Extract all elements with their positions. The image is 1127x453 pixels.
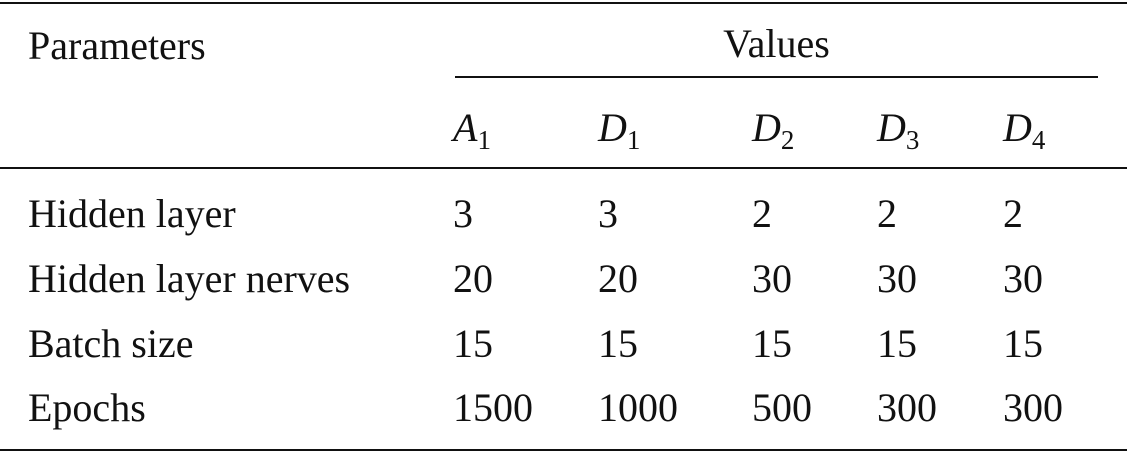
cell-value: 300 bbox=[877, 385, 937, 430]
column-header: D2 bbox=[752, 108, 794, 154]
row-label: Hidden layer bbox=[28, 191, 236, 236]
cell-value: 3 bbox=[453, 191, 473, 236]
cell-value: 30 bbox=[752, 256, 792, 301]
column-subscript: 3 bbox=[905, 125, 920, 155]
cell-value: 2 bbox=[877, 191, 897, 236]
column-letter: D bbox=[1003, 105, 1032, 150]
cell-value: 300 bbox=[1003, 385, 1063, 430]
cell-value: 1500 bbox=[453, 385, 533, 430]
header-rule bbox=[0, 167, 1127, 169]
cell-value: 15 bbox=[453, 321, 493, 366]
cell-value: 15 bbox=[752, 321, 792, 366]
column-header: A1 bbox=[453, 108, 491, 154]
cell-value: 20 bbox=[453, 256, 493, 301]
column-letter: D bbox=[752, 105, 781, 150]
row-label: Hidden layer nerves bbox=[28, 256, 351, 301]
header-cell: Values bbox=[723, 21, 830, 66]
column-subscript: 2 bbox=[780, 125, 795, 155]
bottom-rule bbox=[0, 449, 1127, 451]
column-header: D4 bbox=[1003, 108, 1045, 154]
cell-value: 30 bbox=[877, 256, 917, 301]
column-header: D3 bbox=[877, 108, 919, 154]
column-letter: D bbox=[598, 105, 627, 150]
row-label: Epochs bbox=[28, 385, 146, 430]
column-letter: A bbox=[453, 105, 478, 150]
cell-value: 20 bbox=[598, 256, 638, 301]
column-header: D1 bbox=[598, 108, 640, 154]
column-letter: D bbox=[877, 105, 906, 150]
column-subscript: 1 bbox=[626, 125, 641, 155]
cell-value: 2 bbox=[752, 191, 772, 236]
cell-value: 2 bbox=[1003, 191, 1023, 236]
column-subscript: 4 bbox=[1031, 125, 1046, 155]
row-label: Batch size bbox=[28, 321, 194, 366]
cell-value: 15 bbox=[598, 321, 638, 366]
cell-value: 15 bbox=[877, 321, 917, 366]
cell-value: 15 bbox=[1003, 321, 1043, 366]
header-cell: Parameters bbox=[28, 23, 206, 68]
top-rule bbox=[0, 2, 1127, 4]
cell-value: 30 bbox=[1003, 256, 1043, 301]
column-subscript: 1 bbox=[477, 125, 491, 155]
cell-value: 3 bbox=[598, 191, 618, 236]
cell-value: 1000 bbox=[598, 385, 678, 430]
values-rule bbox=[455, 76, 1098, 78]
cell-value: 500 bbox=[752, 385, 812, 430]
